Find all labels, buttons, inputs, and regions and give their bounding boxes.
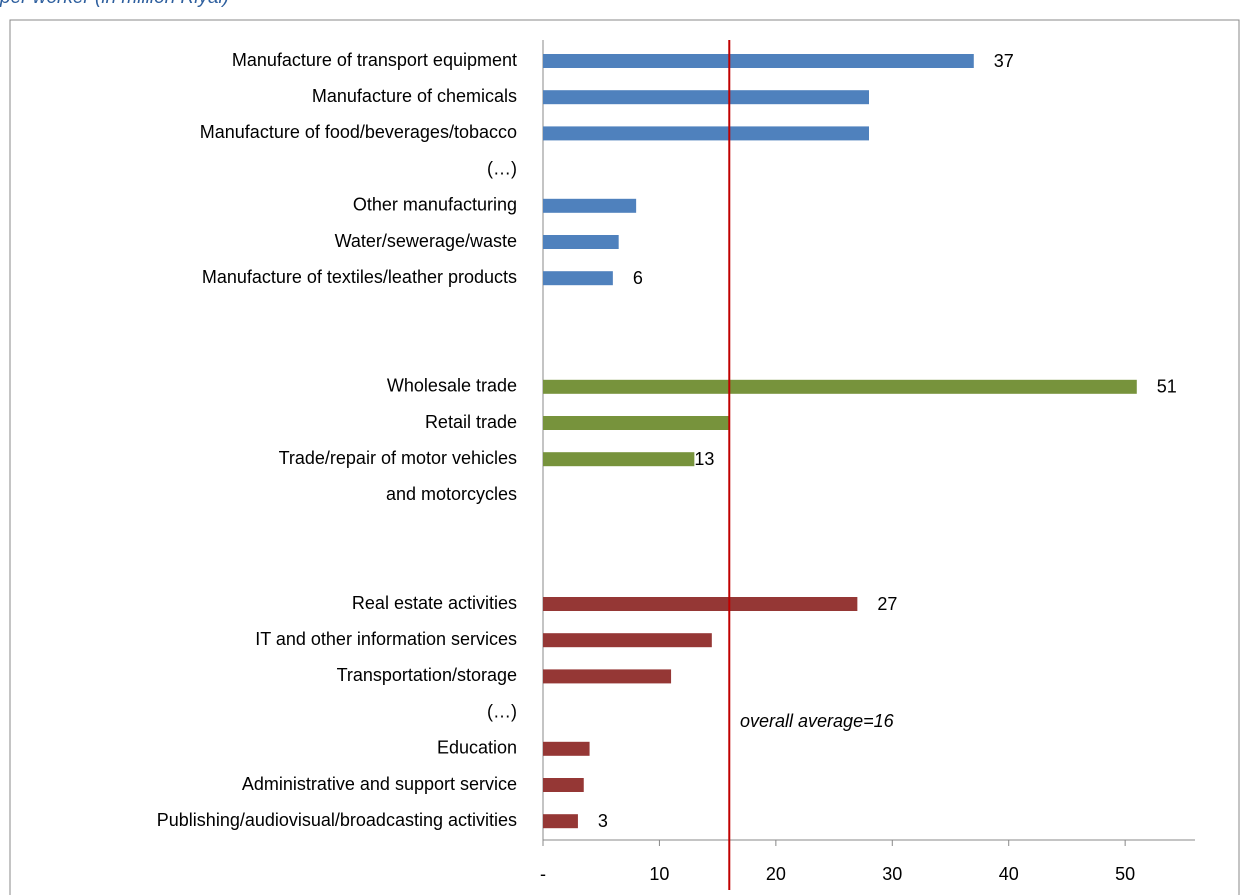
category-label: Other manufacturing (353, 195, 517, 215)
category-label: Manufacture of food/beverages/tobacco (200, 122, 517, 142)
chart-title: per worker (in million Riyal) (0, 0, 229, 8)
plot-frame (9, 19, 1240, 895)
x-tick-label: 10 (649, 864, 669, 884)
category-label: IT and other information services (255, 629, 517, 649)
value-label: 13 (694, 449, 714, 469)
bar (543, 633, 712, 648)
value-label: 6 (633, 268, 643, 288)
bar (543, 271, 613, 286)
bar (543, 379, 1137, 394)
value-label: 51 (1157, 377, 1177, 397)
x-tick-label: 50 (1115, 864, 1135, 884)
value-label: 3 (598, 811, 608, 831)
category-label: Publishing/audiovisual/broadcasting acti… (157, 810, 517, 830)
category-label: (…) (487, 701, 517, 721)
category-label: Wholesale trade (387, 376, 517, 396)
bar (543, 597, 858, 611)
category-label: Real estate activities (352, 593, 517, 613)
bar (543, 669, 672, 684)
bar (543, 235, 619, 249)
category-label: Manufacture of transport equipment (232, 50, 517, 70)
category-label: Manufacture of textiles/leather products (202, 267, 517, 287)
annotation: overall average=16 (740, 711, 895, 731)
x-tick-label: 40 (999, 864, 1019, 884)
x-tick-label: 30 (882, 864, 902, 884)
bar (543, 416, 730, 430)
value-label: 27 (877, 594, 897, 614)
x-tick-label: 20 (766, 864, 786, 884)
category-label: and motorcycles (386, 484, 517, 504)
bar (543, 198, 637, 213)
category-label: Water/sewerage/waste (335, 231, 517, 251)
bar (543, 126, 869, 141)
value-label: 37 (994, 51, 1014, 71)
bar (543, 54, 974, 68)
category-label: Retail trade (425, 412, 517, 432)
category-label: Transportation/storage (337, 665, 517, 685)
bar (543, 741, 590, 756)
x-tick-label: - (540, 864, 546, 884)
bar (543, 452, 695, 467)
category-label: Education (437, 738, 517, 758)
bar (543, 778, 584, 792)
category-label: Manufacture of chemicals (312, 86, 517, 106)
category-label: Administrative and support service (242, 774, 517, 794)
bar (543, 90, 869, 105)
category-label: (…) (487, 158, 517, 178)
bar (543, 814, 578, 829)
category-label: Trade/repair of motor vehicles (279, 448, 517, 468)
